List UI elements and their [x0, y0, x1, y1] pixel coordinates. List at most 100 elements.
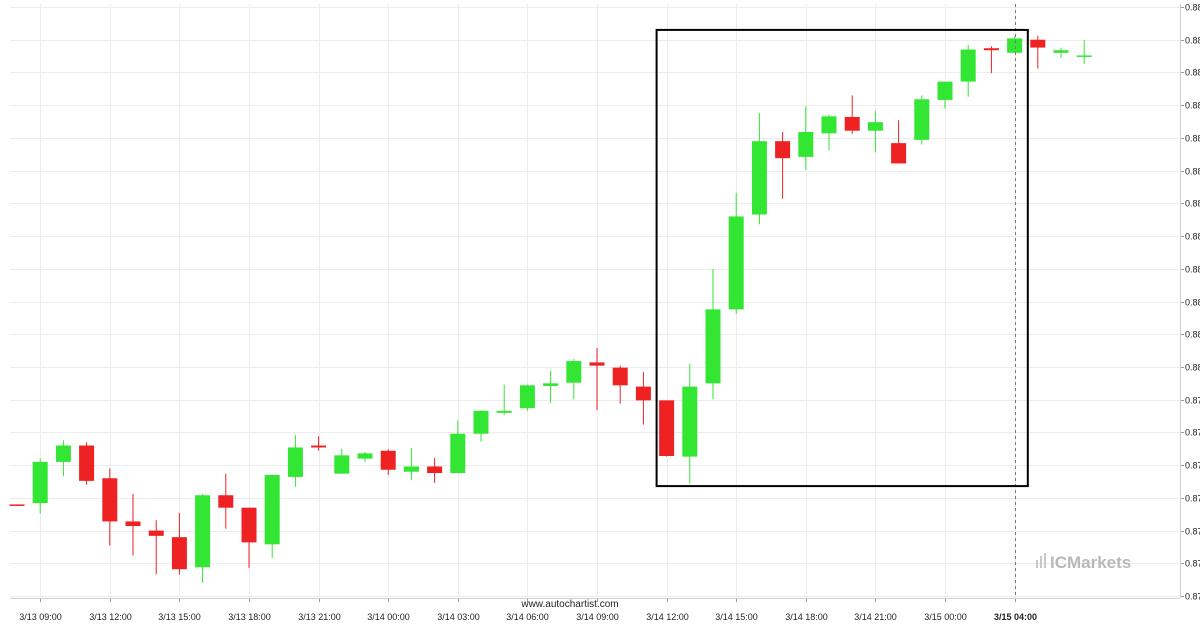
candle-body [334, 455, 350, 474]
candle-bearish [775, 132, 791, 199]
candle-bearish [311, 436, 327, 451]
candle-body [496, 410, 512, 413]
candle-bullish [450, 420, 466, 474]
y-tick-label: 0.8850 [1185, 36, 1200, 46]
pattern-box [655, 28, 1029, 488]
x-tick-label: 3/15 00:00 [924, 612, 967, 622]
candle-bullish [914, 95, 930, 145]
candle-body [798, 132, 814, 157]
y-tick-label: 0.8765 [1185, 592, 1200, 602]
y-tick-label: 0.8825 [1185, 199, 1200, 209]
candle-body [9, 504, 25, 506]
y-tick-label: 0.8790 [1185, 428, 1200, 438]
x-tick-label: 3/13 21:00 [298, 612, 341, 622]
candle-body [1030, 39, 1046, 48]
candle-bearish [427, 457, 443, 483]
candle-bullish [32, 458, 48, 514]
candle-bullish [821, 114, 837, 151]
y-tick-label: 0.8855 [1185, 3, 1200, 13]
candle-bearish [659, 400, 675, 457]
candle-body [148, 530, 164, 536]
candle-body [1007, 38, 1023, 53]
candle-bullish [798, 106, 814, 170]
candle-body [218, 495, 234, 508]
candle-body [79, 445, 95, 481]
candle-body [264, 474, 280, 545]
brand-bar-3 [1044, 553, 1046, 568]
y-tick-label: 0.8780 [1185, 494, 1200, 504]
candle-bullish [403, 448, 419, 481]
candle-bullish [264, 474, 280, 559]
candle-body [1076, 55, 1092, 57]
candle-bearish [171, 512, 187, 575]
y-tick-label: 0.8840 [1185, 101, 1200, 111]
candle-body [473, 410, 489, 434]
candle-body [450, 433, 466, 474]
time-axis: 3/13 09:00 3/13 12:00 3/13 15:00 3/13 18:00… [10, 598, 1180, 622]
watermark: www.autochartist.com [520, 599, 618, 610]
y-tick-label: 0.8845 [1185, 68, 1200, 78]
y-tick-label: 0.8815 [1185, 265, 1200, 275]
candle-body [589, 362, 605, 366]
candle-bullish [937, 81, 953, 109]
candle-bearish [79, 442, 95, 485]
brand-bar-1 [1036, 560, 1038, 568]
y-tick-label: 0.8785 [1185, 461, 1200, 471]
candle-body [937, 81, 953, 100]
candle-bearish [589, 347, 605, 411]
candle-bearish [148, 520, 164, 575]
candle-bullish [55, 440, 71, 477]
candle-body [357, 453, 373, 459]
candle-body [171, 537, 187, 570]
candle-body [821, 116, 837, 134]
overlay-layer [655, 4, 1029, 598]
y-tick-label: 0.8795 [1185, 396, 1200, 406]
candle-bullish [357, 452, 373, 462]
candle-body [1053, 50, 1069, 53]
candle-body [705, 309, 721, 384]
x-tick-label: 3/14 00:00 [367, 612, 410, 622]
candle-body [612, 367, 628, 386]
candle-body [241, 507, 257, 543]
x-tick-label: 3/14 09:00 [576, 612, 619, 622]
candle-body [543, 383, 559, 386]
candle-body [403, 466, 419, 472]
x-tick-label: 3/14 15:00 [715, 612, 758, 622]
x-tick-label: 3/13 18:00 [228, 612, 271, 622]
candle-body [635, 386, 651, 401]
candle-body [914, 99, 930, 140]
candle-body [195, 495, 211, 568]
y-tick-label: 0.8770 [1185, 559, 1200, 569]
y-tick-label: 0.8830 [1185, 167, 1200, 177]
y-tick-label: 0.8820 [1185, 232, 1200, 242]
candle-bearish [891, 120, 907, 164]
candle-bearish [844, 95, 860, 134]
candle-body [427, 466, 443, 474]
candle-body [891, 143, 907, 164]
candle-bullish [960, 44, 976, 97]
price-axis: 0.8765 0.8770 0.8775 0.8780 0.8785 0.8790 0.87… [1180, 3, 1200, 602]
candle-bullish [543, 370, 559, 403]
candle-bullish [334, 448, 350, 474]
candle-bullish [1053, 47, 1069, 59]
brand-text: ICMarkets [1050, 553, 1131, 572]
candle-bullish [566, 359, 582, 400]
candle-body [867, 122, 883, 131]
brand-bar-2 [1040, 556, 1042, 568]
candle-bearish [102, 468, 118, 546]
candle-body [55, 445, 71, 462]
candle-bullish [728, 192, 744, 314]
y-tick-label: 0.8805 [1185, 330, 1200, 340]
candle-bullish [473, 410, 489, 442]
candle-body [844, 116, 860, 131]
chart-grid [10, 4, 1180, 598]
y-tick-label: 0.8800 [1185, 363, 1200, 373]
candle-body [519, 385, 535, 409]
x-tick-label: 3/14 12:00 [646, 612, 689, 622]
candle-bullish [1007, 36, 1023, 53]
x-tick-label: 3/14 06:00 [506, 612, 549, 622]
candle-body [983, 48, 999, 51]
x-tick-label: 3/14 18:00 [785, 612, 828, 622]
candle-body [775, 141, 791, 159]
candles-layer [9, 35, 1092, 583]
